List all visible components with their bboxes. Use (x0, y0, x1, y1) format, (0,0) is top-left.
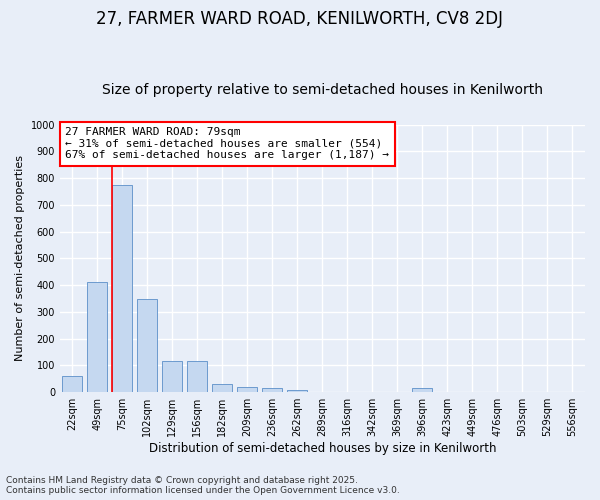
Bar (187, 362, 208, 392)
Bar (238, 387, 257, 392)
Bar (287, 390, 307, 392)
Bar (262, 388, 283, 392)
Text: 27 FARMER WARD ROAD: 79sqm
← 31% of semi-detached houses are smaller (554)
67% o: 27 FARMER WARD ROAD: 79sqm ← 31% of semi… (65, 127, 389, 160)
Bar (412, 388, 433, 392)
Title: Size of property relative to semi-detached houses in Kenilworth: Size of property relative to semi-detach… (102, 83, 543, 97)
Bar (88, 282, 107, 392)
X-axis label: Distribution of semi-detached houses by size in Kenilworth: Distribution of semi-detached houses by … (149, 442, 496, 455)
Bar (212, 384, 232, 392)
Text: Contains HM Land Registry data © Crown copyright and database right 2025.
Contai: Contains HM Land Registry data © Crown c… (6, 476, 400, 495)
Bar (137, 298, 157, 392)
Bar (62, 376, 82, 392)
Bar (112, 185, 133, 392)
Y-axis label: Number of semi-detached properties: Number of semi-detached properties (15, 156, 25, 362)
Bar (163, 362, 182, 392)
Text: 27, FARMER WARD ROAD, KENILWORTH, CV8 2DJ: 27, FARMER WARD ROAD, KENILWORTH, CV8 2D… (97, 10, 503, 28)
